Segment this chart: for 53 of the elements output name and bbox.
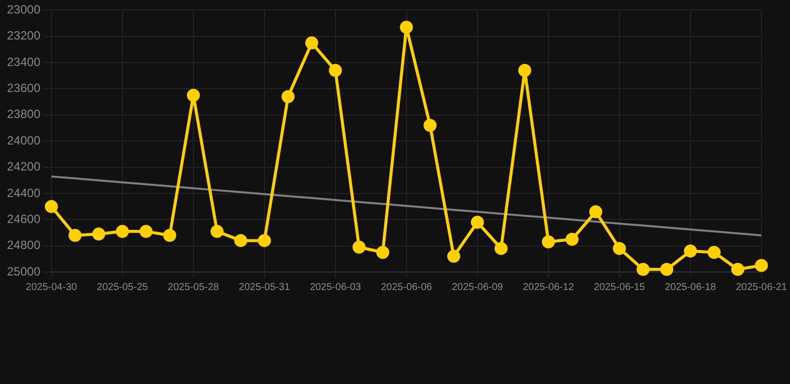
point bbox=[328, 64, 342, 77]
point bbox=[92, 228, 106, 241]
point bbox=[163, 228, 176, 242]
point bbox=[352, 240, 366, 254]
point bbox=[210, 224, 224, 238]
point bbox=[140, 224, 153, 238]
x-tick-label: 2025-04-30 bbox=[26, 282, 78, 293]
point bbox=[470, 216, 484, 229]
point bbox=[708, 246, 721, 259]
y-tick-label: 23400 bbox=[6, 54, 41, 69]
y-tick-label: 24600 bbox=[6, 212, 41, 226]
point bbox=[186, 88, 200, 102]
x-tick-label: 2025-06-09 bbox=[452, 282, 504, 293]
y-tick-label: 23200 bbox=[6, 28, 41, 43]
x-tick-label: 2025-05-28 bbox=[168, 282, 220, 293]
point bbox=[234, 234, 248, 248]
point bbox=[116, 224, 129, 238]
point bbox=[612, 242, 626, 255]
x-tick-label: 2025-06-06 bbox=[380, 282, 432, 293]
point bbox=[636, 262, 650, 276]
y-tick-label: 23600 bbox=[6, 81, 41, 96]
point bbox=[44, 200, 58, 214]
point bbox=[400, 20, 413, 34]
point bbox=[282, 90, 295, 104]
x-tick-label: 2025-06-03 bbox=[310, 282, 362, 293]
y-tick-label: 24400 bbox=[6, 186, 41, 200]
point bbox=[258, 234, 271, 248]
x-tick-label: 2025-05-25 bbox=[96, 282, 148, 293]
x-tick-label: 2025-06-18 bbox=[664, 282, 716, 293]
point bbox=[731, 262, 744, 276]
y-tick-label: 23800 bbox=[6, 107, 41, 122]
x-tick-label: 2025-06-15 bbox=[594, 282, 646, 293]
x-tick-label: 2025-05-31 bbox=[238, 282, 290, 293]
point bbox=[542, 235, 555, 248]
point bbox=[589, 205, 602, 218]
point bbox=[305, 36, 318, 50]
x-tick-label: 2025-06-12 bbox=[522, 282, 574, 293]
y-tick-label: 23000 bbox=[6, 2, 41, 17]
point bbox=[684, 244, 697, 258]
y-tick-label: 24000 bbox=[6, 133, 41, 148]
point bbox=[447, 250, 460, 263]
y-tick-label: 24200 bbox=[6, 160, 41, 174]
point bbox=[68, 228, 82, 242]
point bbox=[566, 232, 579, 246]
point bbox=[494, 242, 508, 255]
point bbox=[424, 118, 437, 132]
y-tick-label: 24800 bbox=[6, 238, 41, 252]
point bbox=[660, 262, 674, 276]
point bbox=[518, 64, 532, 77]
point bbox=[754, 258, 768, 272]
point bbox=[376, 246, 390, 259]
x-tick-label: 2025-06-21 bbox=[736, 282, 788, 293]
y-tick-label: 25000 bbox=[6, 264, 41, 278]
